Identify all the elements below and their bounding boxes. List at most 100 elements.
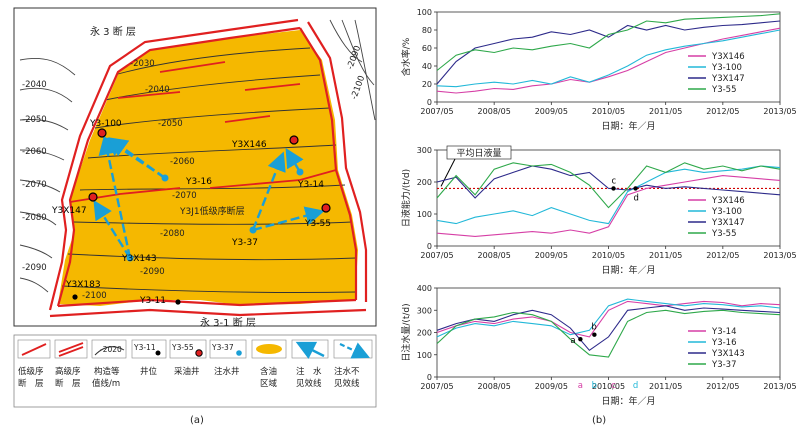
series-y3x146 <box>436 27 781 94</box>
x-tick-label: 2012/05 <box>706 251 739 260</box>
y-tick-label: 100 <box>417 8 432 17</box>
series-y3x147 <box>436 165 781 199</box>
contour-label: -2050 <box>22 115 47 125</box>
series-y3-100 <box>436 29 781 88</box>
legend-label: 断 层 <box>55 378 81 389</box>
caption-b: (b) <box>592 415 606 426</box>
contour-label: -2100 <box>82 291 107 301</box>
legend-contour: -2020 构造等 值线/m <box>91 339 127 389</box>
oil-wells: Y3-100 Y3X146 Y3X147 Y3-55 <box>51 119 331 229</box>
contour-label: -2060 <box>170 157 195 167</box>
legend-label: Y3-16 <box>711 338 736 348</box>
plain-wells: Y3X183 Y3-11 <box>65 280 181 306</box>
legend-label: 井位 <box>140 366 158 377</box>
legend-label: Y3-14 <box>711 327 736 337</box>
high-order-faults <box>48 18 368 318</box>
x-tick-label: 2007/05 <box>420 107 453 116</box>
legend-oil-well: Y3-55 采油井 <box>169 339 207 377</box>
outer-contours <box>19 19 376 293</box>
contour-label: -2040 <box>145 85 170 95</box>
y-tick-label: 100 <box>417 351 432 360</box>
fault-label-bottom: 永 3-1 断 层 <box>200 316 256 329</box>
x-tick-label: 2011/05 <box>649 382 682 391</box>
x-tick-label: 2013/05 <box>763 251 796 260</box>
x-tick-label: 2008/05 <box>478 107 511 116</box>
x-tick-label: 2009/05 <box>535 382 568 391</box>
x-tick-label: 2010/05 <box>592 251 625 260</box>
x-tick-label: 2010/05 <box>592 107 625 116</box>
well-y3-11[interactable] <box>175 299 181 305</box>
legend-well: Y3-11 井位 <box>131 339 167 377</box>
inject-wells: Y3-16 Y3-14 Y3X143 Y3-37 <box>121 168 324 264</box>
well-label: Y3-55 <box>304 219 331 229</box>
series-y3-100 <box>436 165 781 225</box>
series-y3x147 <box>436 20 781 85</box>
x-tick-label: 2011/05 <box>649 107 682 116</box>
y-tick-label: 80 <box>422 26 432 35</box>
x-tick-label: 2007/05 <box>420 382 453 391</box>
well-y3x146[interactable] <box>289 135 299 145</box>
y-axis-label: 日液能力/(t/d) <box>400 169 412 227</box>
structure-map: 永 3 断 层 永 3-1 断 层 Y3J1低级序断层 -2030 -2040 … <box>13 7 377 329</box>
contour-label: -2080 <box>160 229 185 239</box>
y-tick-label: 300 <box>417 306 432 315</box>
x-tick-label: 2009/05 <box>535 107 568 116</box>
y-tick-label: 0 <box>427 373 432 382</box>
legend-inject-well: Y3-37 注水井 <box>209 339 247 377</box>
well-y3-100[interactable] <box>97 128 107 138</box>
legend-label: 断 层 <box>18 378 44 389</box>
well-label: Y3-37 <box>231 238 258 248</box>
y-tick-label: 100 <box>417 210 432 219</box>
legend-label: 低级序 <box>18 366 44 377</box>
contour-label: -2030 <box>130 59 155 69</box>
well-y3x147[interactable] <box>88 192 98 202</box>
well-y3-37[interactable] <box>249 226 257 234</box>
well-y3-55[interactable] <box>321 203 331 213</box>
y-tick-label: 400 <box>417 284 432 293</box>
legend-label: 构造等 <box>94 366 120 377</box>
fault-label-inner: Y3J1低级序断层 <box>179 205 245 217</box>
legend-label: 含油 <box>260 366 277 377</box>
marker-point <box>633 186 638 191</box>
x-axis-label: 日期：年／月 <box>601 264 655 276</box>
well-y3x183[interactable] <box>72 294 78 300</box>
legend-label: Y3-100 <box>711 63 742 73</box>
x-tick-label: 2013/05 <box>763 382 796 391</box>
legend-label: 高级序 <box>55 366 81 377</box>
contour-label: -2080 <box>22 213 47 223</box>
x-tick-label: 2008/05 <box>478 251 511 260</box>
well-label: Y3X146 <box>231 140 267 150</box>
legend-label: Y3X147 <box>711 218 745 228</box>
well-label: Y3-14 <box>297 180 324 190</box>
marker-label: d <box>634 193 639 203</box>
y-tick-label: 200 <box>417 329 432 338</box>
y-tick-label: 60 <box>422 44 432 53</box>
legend-sample: Y3-11 <box>133 343 156 352</box>
contour-label: -2090 <box>140 267 165 277</box>
legend-label: 注水不 <box>334 366 360 377</box>
series-y3-55 <box>436 13 781 71</box>
legend-sample: Y3-55 <box>171 343 194 352</box>
legend-label: Y3X146 <box>711 52 745 62</box>
annotation-box <box>446 145 512 160</box>
legend-label: 采油井 <box>174 366 200 377</box>
marker-point <box>578 336 583 342</box>
x-tick-label: 2011/05 <box>649 251 682 260</box>
chart-frame <box>436 11 781 103</box>
well-y3-16[interactable] <box>161 174 169 182</box>
legend-sample: Y3-37 <box>211 343 234 352</box>
well-label: Y3-100 <box>89 119 122 129</box>
legend-oil-area: 含油 区域 <box>251 339 287 389</box>
x-tick-label: 2012/05 <box>706 382 739 391</box>
legend-label: Y3-37 <box>711 360 736 370</box>
legend-label: 注 水 <box>296 366 322 377</box>
well-y3-14[interactable] <box>296 168 304 176</box>
legend-label: Y3X143 <box>711 349 745 359</box>
legend-label: Y3-100 <box>711 207 742 217</box>
x-axis-label: 日期：年／月 <box>601 120 655 132</box>
y-tick-label: 200 <box>417 178 432 187</box>
legend-label: Y3-55 <box>711 85 736 95</box>
well-y3x143[interactable] <box>126 254 134 262</box>
marker-label: a <box>570 336 575 346</box>
contour-label: -2040 <box>22 80 47 90</box>
